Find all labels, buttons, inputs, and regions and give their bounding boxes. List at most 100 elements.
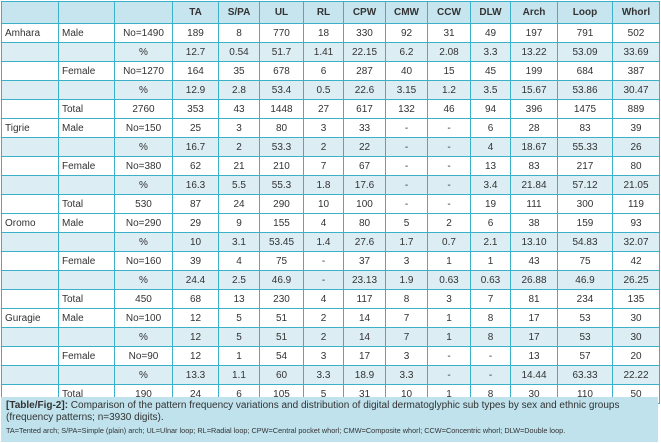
count-cell: % (114, 80, 173, 100)
table-cell: 51 (259, 308, 304, 328)
table-row: % 12.7 0.54 51.7 1.41 22.15 6.2 2.08 3.3 13.22 53.… (1, 42, 660, 62)
ethnic-group-cell (1, 42, 59, 62)
table-cell: 24 (218, 194, 260, 214)
sex-cell: Female (58, 346, 115, 366)
table-cell: 1 (218, 346, 260, 366)
table-cell: 75 (557, 251, 613, 271)
count-cell: 2760 (114, 99, 173, 119)
table-cell: 46.9 (557, 270, 613, 290)
column-header: CCW (427, 1, 471, 24)
table-caption: [Table/Fig-2]: Comparison of the pattern… (1, 397, 658, 442)
table-cell: - (427, 118, 471, 138)
ethnic-group-cell (1, 346, 59, 366)
count-cell: No=290 (114, 213, 173, 233)
table-cell: 45 (470, 61, 511, 81)
table-cell: 51 (259, 327, 304, 347)
table-cell: 9 (218, 213, 260, 233)
table-row: Amhara Male No=1490 189 8 770 18 330 92 31 49 197 79… (1, 23, 660, 43)
table-cell: 2 (303, 327, 344, 347)
table-cell: 155 (259, 213, 304, 233)
table-cell: 889 (612, 99, 660, 119)
table-cell: 75 (259, 251, 304, 271)
count-cell: % (114, 232, 173, 252)
table-cell: 15 (427, 61, 471, 81)
table-cell: 49 (470, 23, 511, 43)
table-cell: 15.67 (510, 80, 558, 100)
table-cell: 189 (172, 23, 219, 43)
table-cell: 3 (303, 346, 344, 366)
table-cell: - (303, 270, 344, 290)
table-cell: 119 (612, 194, 660, 214)
table-cell: 40 (385, 61, 428, 81)
table-cell: 2.08 (427, 42, 471, 62)
table-cell: 60 (259, 365, 304, 385)
table-row: Female No=1270 164 35 678 6 287 40 15 45 199 684 387 (1, 61, 660, 81)
count-cell: No=100 (114, 308, 173, 328)
table-cell: 20 (612, 346, 660, 366)
sex-cell (58, 270, 115, 290)
table-cell: 7 (385, 308, 428, 328)
table-cell: 1.7 (385, 232, 428, 252)
count-cell: No=150 (114, 118, 173, 138)
table-cell: - (427, 137, 471, 157)
table-cell: 5.5 (218, 175, 260, 195)
table-row: % 12 5 51 2 14 7 1 8 17 53 30 (1, 327, 660, 347)
sex-cell (58, 232, 115, 252)
table-cell: 0.7 (427, 232, 471, 252)
sex-cell (58, 365, 115, 385)
table-cell: 26.25 (612, 270, 660, 290)
table-cell: 234 (557, 289, 613, 309)
table-cell: - (470, 346, 511, 366)
count-cell: No=90 (114, 346, 173, 366)
table-cell: 1448 (259, 99, 304, 119)
table-row: % 12.9 2.8 53.4 0.5 22.6 3.15 1.2 3.5 15.67 53.86 3… (1, 80, 660, 100)
table-cell: 5 (218, 327, 260, 347)
column-header: DLW (470, 1, 511, 24)
table-cell: 684 (557, 61, 613, 81)
table-cell: 62 (172, 156, 219, 176)
table-cell: 22.15 (343, 42, 386, 62)
table-cell: 80 (612, 156, 660, 176)
table-cell: 39 (172, 251, 219, 271)
ethnic-group-cell: Amhara (1, 23, 59, 43)
table-cell: 1 (427, 327, 471, 347)
table-cell: - (427, 346, 471, 366)
table-cell: 29 (172, 213, 219, 233)
table-cell: 53.3 (259, 137, 304, 157)
ethnic-group-cell: Guragie (1, 308, 59, 328)
table-cell: 3 (427, 289, 471, 309)
table-cell: 13 (510, 346, 558, 366)
table-cell: 16.7 (172, 137, 219, 157)
table-cell: 2 (303, 137, 344, 157)
ethnic-group-cell (1, 175, 59, 195)
column-header: CMW (385, 1, 428, 24)
table-cell: - (385, 137, 428, 157)
table-cell: 87 (172, 194, 219, 214)
count-cell: % (114, 137, 173, 157)
table-cell: 21 (218, 156, 260, 176)
table-cell: 4 (303, 213, 344, 233)
column-header: Arch (510, 1, 558, 24)
count-cell: No=1270 (114, 61, 173, 81)
table-cell: 1 (427, 308, 471, 328)
table-cell: 8 (470, 327, 511, 347)
table-cell: 230 (259, 289, 304, 309)
table-cell: 3 (303, 118, 344, 138)
ethnic-group-cell (1, 156, 59, 176)
table-cell: - (385, 194, 428, 214)
table-cell: 83 (510, 156, 558, 176)
table-cell: 46 (427, 99, 471, 119)
table-row: % 13.3 1.1 60 3.3 18.9 3.3- -14.44 63.33 22.22 (1, 365, 660, 385)
table-cell: 53 (557, 327, 613, 347)
ethnic-group-cell (1, 251, 59, 271)
table-cell: - (385, 118, 428, 138)
table-row: Guragie Male No=100 12 5 51 2 14 7 1 8 17 53 30 (1, 308, 660, 328)
table-cell: 55.33 (557, 137, 613, 157)
table-cell: 22 (343, 137, 386, 157)
table-cell: - (427, 156, 471, 176)
table-row: Female No=380 62 21 210 7 67- -13 83 217 80 (1, 156, 660, 176)
ethnic-group-cell (1, 194, 59, 214)
table-cell: 27 (303, 99, 344, 119)
table-cell: 791 (557, 23, 613, 43)
table-cell: 1.9 (385, 270, 428, 290)
